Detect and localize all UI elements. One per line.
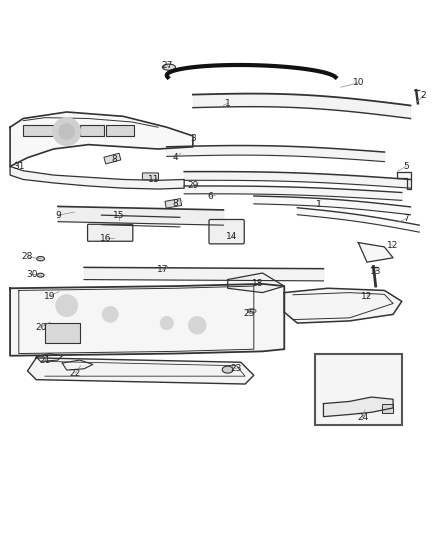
Polygon shape — [165, 199, 182, 208]
Polygon shape — [104, 153, 121, 164]
Text: 9: 9 — [55, 211, 61, 220]
Text: 19: 19 — [43, 292, 55, 301]
Text: 7: 7 — [403, 214, 409, 223]
Circle shape — [59, 124, 74, 140]
Bar — [382, 405, 393, 413]
Polygon shape — [10, 112, 193, 166]
Polygon shape — [228, 273, 284, 293]
Text: 24: 24 — [357, 414, 368, 423]
Text: 1: 1 — [316, 200, 322, 209]
Text: 16: 16 — [100, 233, 112, 243]
Bar — [80, 125, 104, 136]
Text: 4: 4 — [173, 153, 178, 162]
Text: 29: 29 — [187, 181, 198, 190]
Circle shape — [160, 317, 173, 329]
Text: 18: 18 — [252, 279, 264, 287]
Text: 11: 11 — [148, 175, 159, 184]
Text: 22: 22 — [70, 369, 81, 377]
Polygon shape — [358, 243, 393, 262]
Text: 21: 21 — [39, 356, 51, 365]
Polygon shape — [397, 172, 411, 189]
Polygon shape — [28, 358, 254, 384]
Bar — [315, 353, 402, 425]
FancyBboxPatch shape — [209, 220, 244, 244]
Text: 28: 28 — [22, 253, 33, 261]
Circle shape — [53, 118, 81, 146]
Circle shape — [102, 306, 118, 322]
Ellipse shape — [37, 273, 44, 277]
Text: 15: 15 — [113, 211, 125, 220]
Text: 10: 10 — [353, 78, 364, 87]
Text: 30: 30 — [26, 270, 38, 279]
Text: 2: 2 — [421, 91, 426, 100]
Text: 14: 14 — [226, 232, 238, 241]
Polygon shape — [10, 284, 284, 356]
Text: 3: 3 — [190, 134, 196, 143]
FancyBboxPatch shape — [88, 224, 133, 241]
Polygon shape — [10, 166, 184, 189]
Text: 27: 27 — [161, 61, 173, 70]
Bar — [106, 125, 134, 136]
Bar — [45, 323, 80, 343]
Text: 1: 1 — [225, 99, 230, 108]
Ellipse shape — [247, 309, 256, 313]
Ellipse shape — [162, 64, 176, 70]
Circle shape — [188, 317, 206, 334]
Text: 12: 12 — [361, 292, 373, 301]
Circle shape — [56, 295, 78, 317]
Text: 5: 5 — [403, 162, 409, 171]
Text: 23: 23 — [231, 364, 242, 373]
Text: 8: 8 — [173, 199, 178, 208]
FancyBboxPatch shape — [142, 173, 159, 180]
Bar — [23, 125, 53, 136]
Text: 20: 20 — [35, 323, 46, 332]
Text: 17: 17 — [157, 265, 168, 274]
Ellipse shape — [37, 256, 45, 261]
Text: 13: 13 — [370, 267, 381, 276]
Text: 8: 8 — [112, 156, 117, 164]
Polygon shape — [323, 397, 393, 417]
Text: 25: 25 — [244, 309, 255, 318]
Ellipse shape — [222, 366, 233, 373]
Text: 12: 12 — [387, 241, 399, 250]
Polygon shape — [284, 288, 402, 323]
Text: 6: 6 — [208, 192, 213, 201]
Text: 31: 31 — [13, 162, 25, 171]
